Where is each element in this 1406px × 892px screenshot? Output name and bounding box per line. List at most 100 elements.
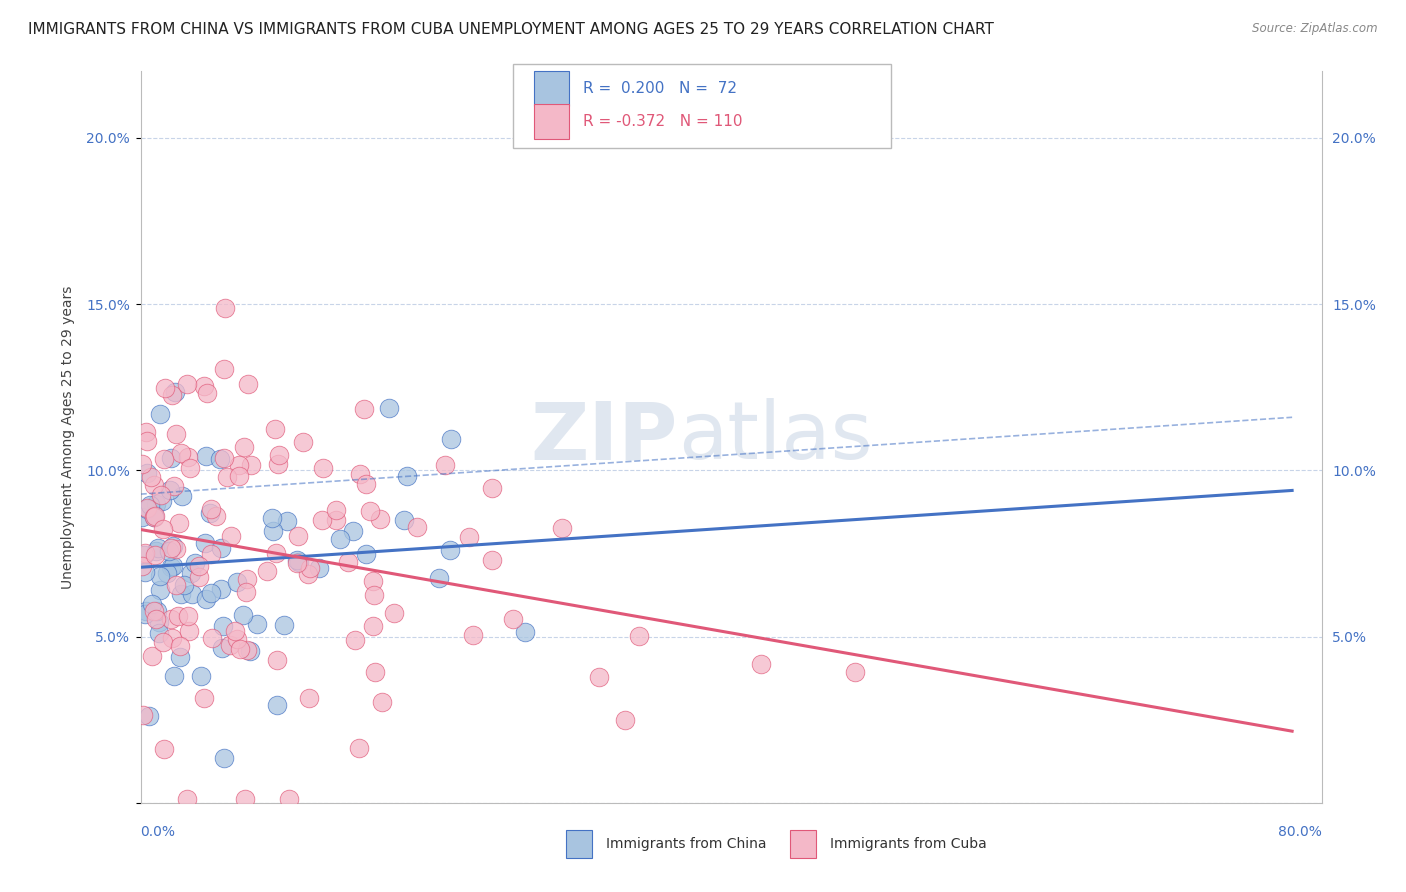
- Point: [187, 559, 209, 574]
- Point: [163, 479, 186, 493]
- Point: [145, 549, 167, 563]
- Point: [325, 503, 347, 517]
- Point: [218, 638, 240, 652]
- Point: [463, 627, 485, 641]
- Point: [165, 385, 187, 400]
- Point: [180, 566, 202, 581]
- Text: 80.0%: 80.0%: [1278, 825, 1322, 838]
- Point: [347, 741, 370, 756]
- Point: [226, 632, 249, 646]
- Point: [298, 690, 321, 705]
- Point: [201, 631, 224, 645]
- Point: [153, 742, 176, 756]
- Point: [481, 553, 503, 567]
- Bar: [790, 830, 815, 858]
- Point: [427, 572, 450, 586]
- Point: [160, 612, 183, 626]
- Point: [353, 401, 375, 416]
- Point: [143, 510, 166, 524]
- Point: [176, 792, 198, 806]
- Point: [194, 592, 217, 607]
- Point: [277, 792, 299, 806]
- Point: [166, 609, 188, 624]
- Bar: [534, 70, 569, 106]
- Point: [236, 377, 259, 392]
- Point: [361, 619, 384, 633]
- Point: [136, 467, 159, 481]
- Point: [225, 574, 247, 589]
- Text: IMMIGRANTS FROM CHINA VS IMMIGRANTS FROM CUBA UNEMPLOYMENT AMONG AGES 25 TO 29 Y: IMMIGRANTS FROM CHINA VS IMMIGRANTS FROM…: [28, 22, 994, 37]
- Bar: [534, 104, 569, 139]
- Point: [481, 481, 503, 495]
- Point: [134, 565, 156, 579]
- Point: [343, 632, 366, 647]
- Point: [132, 708, 155, 723]
- Point: [551, 520, 574, 534]
- Point: [135, 502, 157, 516]
- Point: [152, 635, 174, 649]
- Point: [160, 451, 183, 466]
- Point: [169, 516, 191, 531]
- Point: [513, 624, 536, 639]
- Point: [236, 642, 259, 657]
- Point: [273, 618, 295, 632]
- Point: [298, 561, 321, 575]
- Point: [142, 478, 165, 492]
- Point: [150, 493, 173, 508]
- Point: [219, 529, 242, 543]
- Point: [356, 547, 378, 561]
- Point: [325, 513, 347, 527]
- Point: [288, 555, 311, 569]
- Point: [405, 519, 427, 533]
- Point: [162, 631, 184, 645]
- Point: [193, 690, 215, 705]
- Text: Immigrants from China: Immigrants from China: [606, 837, 766, 851]
- Point: [193, 379, 215, 393]
- Point: [135, 425, 157, 439]
- Point: [382, 606, 405, 620]
- Point: [162, 558, 184, 573]
- Point: [229, 642, 252, 657]
- Point: [262, 524, 284, 538]
- Point: [149, 569, 172, 583]
- Point: [267, 457, 290, 471]
- Point: [136, 434, 159, 448]
- Point: [170, 586, 193, 600]
- Point: [160, 388, 183, 402]
- Point: [163, 669, 186, 683]
- Point: [378, 401, 401, 415]
- Point: [239, 643, 262, 657]
- Point: [363, 588, 385, 602]
- Point: [269, 448, 291, 462]
- Point: [169, 640, 191, 654]
- Point: [228, 468, 250, 483]
- Point: [502, 612, 524, 626]
- Point: [844, 665, 866, 679]
- Point: [142, 508, 165, 522]
- Point: [440, 432, 463, 446]
- Point: [266, 698, 288, 713]
- Point: [176, 377, 198, 392]
- Point: [232, 608, 254, 623]
- Point: [439, 543, 461, 558]
- Point: [205, 509, 228, 524]
- Point: [149, 583, 172, 598]
- Point: [136, 501, 159, 516]
- Point: [131, 457, 153, 471]
- Point: [614, 714, 637, 728]
- Point: [187, 569, 209, 583]
- Point: [240, 458, 263, 473]
- Point: [152, 523, 174, 537]
- Point: [134, 546, 156, 560]
- Point: [148, 626, 170, 640]
- Point: [145, 496, 167, 510]
- Point: [165, 577, 187, 591]
- Point: [162, 539, 184, 553]
- Point: [368, 512, 391, 526]
- Point: [200, 501, 222, 516]
- Point: [146, 604, 169, 618]
- Point: [134, 607, 156, 621]
- Point: [177, 624, 200, 638]
- Text: Source: ZipAtlas.com: Source: ZipAtlas.com: [1253, 22, 1378, 36]
- Point: [160, 559, 183, 574]
